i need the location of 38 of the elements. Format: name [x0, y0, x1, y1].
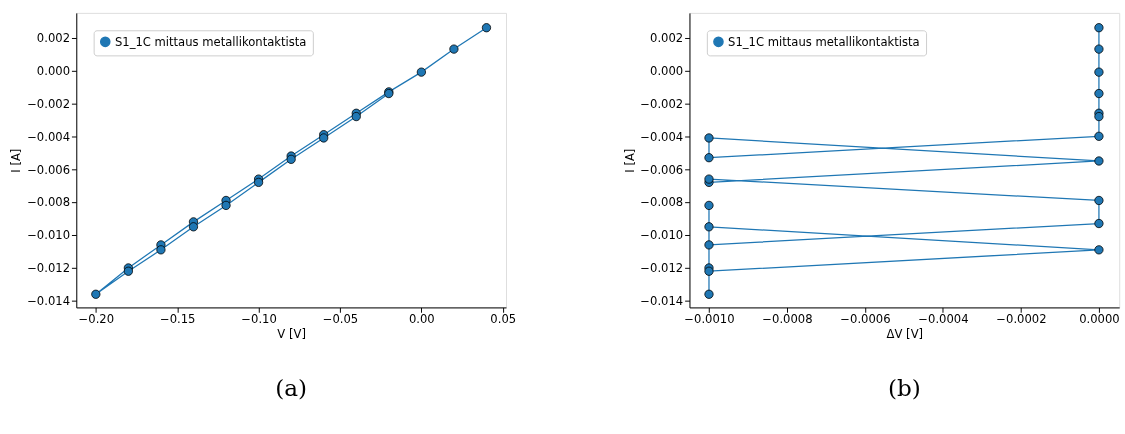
- y-tick-label: −0.006: [640, 162, 684, 177]
- x-tick-label: −0.10: [241, 312, 277, 327]
- y-axis-title: I [A]: [622, 148, 637, 173]
- y-tick-label: −0.008: [640, 195, 684, 210]
- y-tick-label: −0.004: [640, 129, 684, 144]
- x-axis-title: V [V]: [277, 326, 306, 341]
- x-tick-label: 0.05: [490, 312, 517, 327]
- text: (b): [887, 374, 921, 402]
- text: (a): [275, 374, 308, 402]
- x-tick-label: −0.15: [159, 312, 196, 327]
- x-tick-label: −0.0008: [762, 312, 813, 327]
- legend-label: S1_1C mittaus metallikontaktista: [728, 34, 920, 49]
- y-tick-label: −0.002: [27, 96, 71, 111]
- y-tick-label: −0.010: [27, 228, 71, 243]
- y-tick-label: −0.012: [27, 261, 71, 276]
- y-tick-label: 0.000: [650, 63, 684, 78]
- y-tick-label: 0.002: [650, 30, 684, 45]
- y-tick-label: −0.004: [27, 129, 71, 144]
- x-tick-label: −0.05: [322, 312, 359, 327]
- y-tick-label: −0.014: [27, 294, 71, 309]
- x-tick-label: −0.0006: [840, 312, 891, 327]
- x-tick-label: −0.0004: [918, 312, 969, 327]
- x-axis-title: ΔV [V]: [886, 326, 924, 341]
- y-tick-label: −0.002: [640, 96, 684, 111]
- y-tick-label: 0.000: [36, 63, 71, 78]
- y-tick-label: −0.008: [27, 195, 71, 210]
- x-tick-label: 0.0000: [1079, 312, 1120, 327]
- y-tick-label: −0.012: [640, 261, 684, 276]
- y-tick-label: −0.010: [640, 228, 684, 243]
- x-tick-label: −0.0010: [684, 312, 735, 327]
- x-tick-label: 0.00: [408, 312, 435, 327]
- x-tick-label: −0.0002: [996, 312, 1047, 327]
- y-tick-label: −0.006: [27, 162, 71, 177]
- y-tick-label: 0.002: [36, 30, 71, 45]
- x-tick-label: −0.20: [78, 312, 115, 327]
- y-axis-title: I [A]: [9, 148, 24, 173]
- legend-label: S1_1C mittaus metallikontaktista: [114, 34, 307, 49]
- y-tick-label: −0.014: [640, 294, 684, 309]
